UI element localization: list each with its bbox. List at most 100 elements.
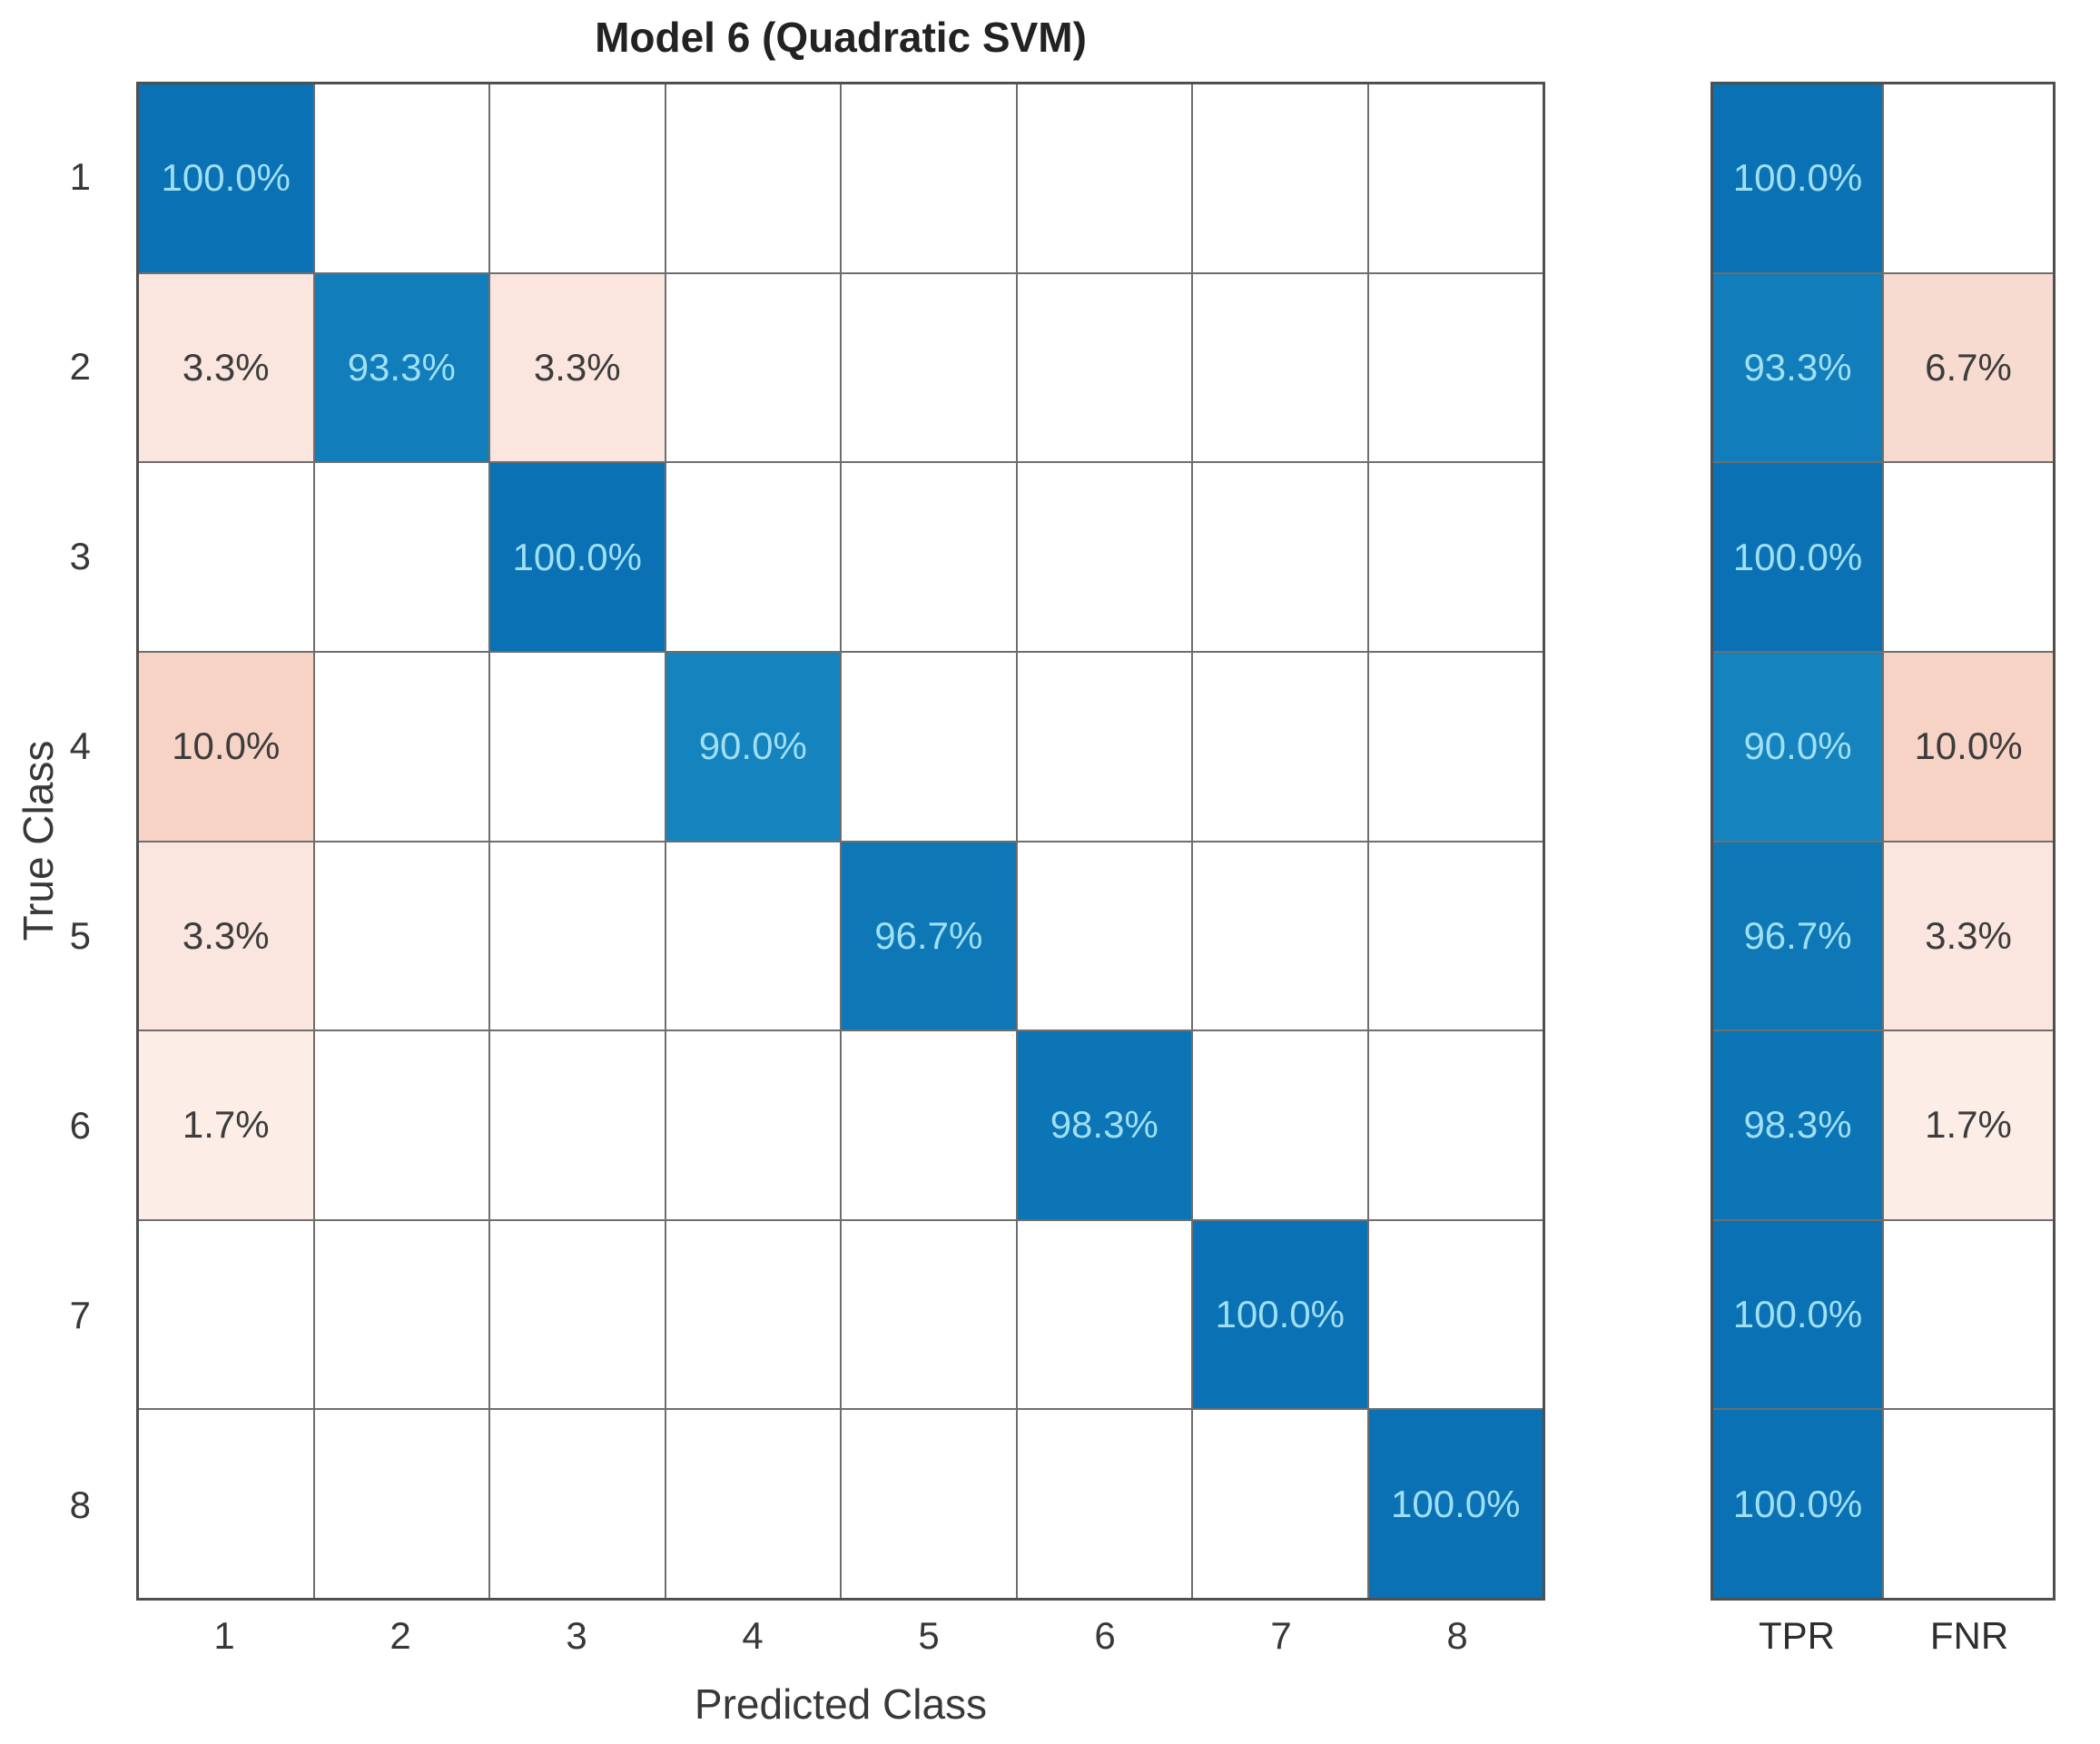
- tpr-cell: 93.3%: [1713, 273, 1882, 462]
- matrix-cell: [490, 1410, 665, 1598]
- x-tick: 2: [389, 1614, 411, 1657]
- y-tick: 7: [69, 1294, 91, 1337]
- matrix-cell: 1.7%: [139, 1031, 313, 1219]
- matrix-cell: [139, 463, 313, 651]
- x-tick: 5: [918, 1614, 940, 1657]
- matrix-cell: [314, 842, 488, 1030]
- matrix-cell: [314, 84, 488, 272]
- tpr-cell: 90.0%: [1713, 652, 1882, 841]
- matrix-cell: 100.0%: [1368, 1410, 1543, 1598]
- summary-column-labels: TPR FNR: [1711, 1614, 2056, 1665]
- y-tick: 2: [69, 344, 91, 388]
- matrix-cell: [1193, 842, 1367, 1030]
- matrix-cell: [1017, 842, 1191, 1030]
- matrix-cell: [314, 1031, 488, 1219]
- matrix-cell: [1193, 463, 1367, 651]
- matrix-cell: [1193, 84, 1367, 272]
- fnr-column-label: FNR: [1929, 1614, 2009, 1657]
- matrix-cell: [1017, 463, 1191, 651]
- matrix-cell: [665, 463, 840, 651]
- tpr-column-label: TPR: [1759, 1614, 1835, 1657]
- matrix-cell: [1368, 273, 1543, 462]
- chart-title: Model 6 (Quadratic SVM): [595, 14, 1087, 61]
- matrix-cell: 3.3%: [139, 273, 313, 462]
- matrix-cell: [1017, 652, 1191, 841]
- matrix-cell: [1193, 652, 1367, 841]
- matrix-cell: [1368, 842, 1543, 1030]
- x-tick: 8: [1446, 1614, 1468, 1657]
- matrix-cell: 10.0%: [139, 652, 313, 841]
- fnr-cell: 1.7%: [1884, 1031, 2053, 1219]
- matrix-cell: 3.3%: [139, 842, 313, 1030]
- matrix-cell: [314, 1410, 488, 1598]
- tpr-cell: 100.0%: [1713, 1410, 1882, 1598]
- matrix-cell: [665, 84, 840, 272]
- matrix-cell: [842, 273, 1016, 462]
- x-tick: 1: [213, 1614, 235, 1657]
- y-tick: 4: [69, 724, 91, 767]
- matrix-cell: [1368, 652, 1543, 841]
- matrix-cell: [665, 273, 840, 462]
- y-tick: 3: [69, 534, 91, 577]
- tpr-cell: 100.0%: [1713, 463, 1882, 651]
- fnr-cell: [1884, 463, 2053, 651]
- matrix-cell: [139, 1220, 313, 1409]
- y-tick: 8: [69, 1483, 91, 1527]
- matrix-cell: [1193, 273, 1367, 462]
- x-tick: 4: [742, 1614, 764, 1657]
- matrix-cell: [490, 84, 665, 272]
- matrix-cell: [842, 1220, 1016, 1409]
- matrix-cell: [139, 1410, 313, 1598]
- matrix-cell: [314, 463, 488, 651]
- matrix-cell: [490, 842, 665, 1030]
- matrix-cell: [1193, 1410, 1367, 1598]
- matrix-cell: [314, 652, 488, 841]
- matrix-cell: [1368, 84, 1543, 272]
- matrix-cell: [490, 1031, 665, 1219]
- x-tick: 3: [566, 1614, 587, 1657]
- matrix-cell: [1017, 1220, 1191, 1409]
- matrix-cell: [1368, 1220, 1543, 1409]
- matrix-cell: [490, 1220, 665, 1409]
- x-tick: 6: [1094, 1614, 1116, 1657]
- fnr-cell: [1884, 1410, 2053, 1598]
- tpr-cell: 98.3%: [1713, 1031, 1882, 1219]
- tpr-fnr-grid: 100.0% 93.3% 6.7% 100.0% 90.0% 10.0% 96.7% 3.3%…: [1711, 82, 2056, 1601]
- matrix-cell: 96.7%: [842, 842, 1016, 1030]
- matrix-cell: [1017, 1410, 1191, 1598]
- matrix-cell: [842, 84, 1016, 272]
- tpr-cell: 100.0%: [1713, 84, 1882, 272]
- matrix-cell: [490, 652, 665, 841]
- confusion-matrix-grid: 100.0% 3.3% 93.3% 3.3% 100.0% 10.0% 90.0% 3.3% 9…: [136, 82, 1545, 1601]
- y-tick: 6: [69, 1104, 91, 1148]
- matrix-cell: [842, 1410, 1016, 1598]
- matrix-cell: [665, 842, 840, 1030]
- matrix-cell: [665, 1410, 840, 1598]
- matrix-cell: 98.3%: [1017, 1031, 1191, 1219]
- x-axis-label: Predicted Class: [694, 1680, 988, 1728]
- matrix-cell: 93.3%: [314, 273, 488, 462]
- matrix-cell: [665, 1031, 840, 1219]
- fnr-cell: 10.0%: [1884, 652, 2053, 841]
- fnr-cell: 3.3%: [1884, 842, 2053, 1030]
- tpr-cell: 96.7%: [1713, 842, 1882, 1030]
- fnr-cell: [1884, 1220, 2053, 1409]
- matrix-cell: 90.0%: [665, 652, 840, 841]
- matrix-cell: 100.0%: [490, 463, 665, 651]
- matrix-cell: 100.0%: [1193, 1220, 1367, 1409]
- y-axis-ticks: 1 2 3 4 5 6 7 8: [0, 82, 116, 1601]
- matrix-cell: [1193, 1031, 1367, 1219]
- matrix-cell: [314, 1220, 488, 1409]
- matrix-cell: [1368, 463, 1543, 651]
- x-tick: 7: [1270, 1614, 1292, 1657]
- tpr-cell: 100.0%: [1713, 1220, 1882, 1409]
- x-axis-ticks: 1 2 3 4 5 6 7 8: [136, 1614, 1545, 1665]
- matrix-cell: [1017, 273, 1191, 462]
- matrix-cell: [842, 463, 1016, 651]
- matrix-cell: 3.3%: [490, 273, 665, 462]
- matrix-cell: [1368, 1031, 1543, 1219]
- y-tick: 1: [69, 154, 91, 198]
- matrix-cell: 100.0%: [139, 84, 313, 272]
- matrix-cell: [842, 1031, 1016, 1219]
